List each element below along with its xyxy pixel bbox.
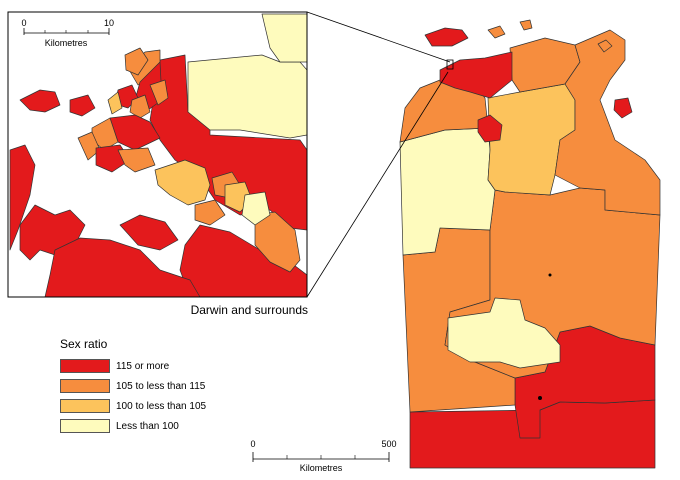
legend-title: Sex ratio [60,337,108,351]
inset-region-sw[interactable] [9,144,36,251]
inset-palmerston-yellow[interactable] [154,159,211,206]
inset-west-island[interactable] [19,89,61,113]
inset-scale-unit: Kilometres [45,38,88,48]
region-tennant[interactable] [447,297,561,369]
inset-caption: Darwin and surrounds [190,303,308,317]
inset-darwin-n2[interactable] [129,94,151,119]
inset-region-s-small[interactable] [119,214,179,251]
inset-west-island-2[interactable] [69,94,96,117]
leader-line-bottom [306,71,449,298]
inset-palmerston-4[interactable] [194,199,226,226]
inset-peninsula-orange[interactable] [124,47,149,76]
main-scale-start: 0 [250,439,255,449]
leader-line-top [306,11,451,63]
island-north-1 [487,25,506,39]
inset-region-ne[interactable] [187,54,307,139]
legend-swatch [60,359,110,373]
legend-swatch [60,399,110,413]
legend-label: 105 to less than 115 [116,380,206,392]
inset-darwin-n3[interactable] [107,91,123,115]
inset-scale-bar: 0 10 Kilometres [21,18,114,48]
region-darwin-rural[interactable] [439,51,513,99]
island-north-2 [519,19,533,31]
inset-frame [7,11,308,298]
inset-scale-start: 0 [21,18,26,28]
inset-darwin-c5[interactable] [117,147,156,173]
legend-item: 100 to less than 105 [60,397,260,415]
town-dot-central [548,273,552,277]
inset-darwin-n4[interactable] [149,79,169,106]
inset-scale-end: 10 [104,18,114,28]
region-groote[interactable] [613,97,633,119]
island-east-1 [597,39,613,53]
legend: Sex ratio 115 or more 105 to less than 1… [60,337,260,437]
inset-region-se-orange[interactable] [254,211,301,273]
legend-label: Less than 100 [116,420,179,432]
legend-item: Less than 100 [60,417,260,435]
town-dot-south [538,396,542,400]
region-katherine-area[interactable] [477,114,503,143]
main-scale-end: 500 [381,439,396,449]
legend-label: 115 or more [116,360,170,372]
legend-swatch [60,419,110,433]
legend-item: 105 to less than 115 [60,377,260,395]
region-tiwi[interactable] [424,27,469,47]
inset-palmerston-3[interactable] [241,191,271,226]
main-scale-unit: Kilometres [300,463,343,473]
main-scale-bar: 0 500 Kilometres [250,439,396,473]
main-map [399,19,661,469]
region-east[interactable] [554,29,661,216]
inset-region-s-peninsula[interactable] [44,237,201,297]
inset-region-se[interactable] [179,224,307,297]
inset-region-top[interactable] [261,13,307,63]
darwin-locator-box [446,59,454,70]
legend-label: 100 to less than 105 [116,400,207,412]
legend-swatch [60,379,110,393]
legend-item: 115 or more [60,357,260,375]
inset-map: 0 10 Kilometres [7,11,308,298]
